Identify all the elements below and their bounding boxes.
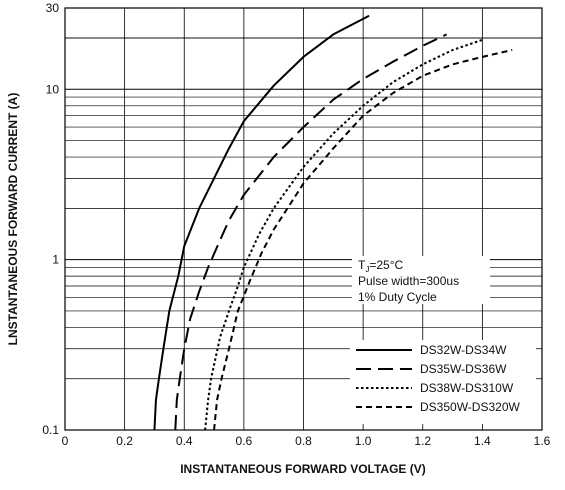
- series-layer: [153, 14, 513, 431]
- y-tick-label: 10: [46, 82, 60, 96]
- y-axis-title: LNSTANTANEOUS FORWARD CURRENT (A): [6, 93, 20, 346]
- legend-label-1: DS32W-DS34W: [420, 343, 507, 357]
- y-tick-label: 1: [52, 253, 59, 267]
- y-tick-label: 0.1: [42, 423, 59, 437]
- series-line-4: [213, 49, 513, 431]
- legend-label-4: DS350W-DS320W: [420, 400, 520, 414]
- conditions-annotation: TJ=25°C Pulse width=300us 1% Duty Cycle: [352, 256, 490, 304]
- legend-label-3: DS38W-DS310W: [420, 381, 514, 395]
- annotation-pulse-width: Pulse width=300us: [358, 274, 459, 288]
- x-tick-label: 0.2: [116, 434, 133, 448]
- x-tick-label: 1.0: [355, 434, 372, 448]
- annotation-tj: TJ=25°C: [358, 258, 403, 274]
- x-tick-label: 0.8: [295, 434, 312, 448]
- legend: DS32W-DS34W DS35W-DS36W DS38W-DS310W DS350W…: [350, 340, 536, 424]
- x-tick-label: 1.2: [414, 434, 431, 448]
- legend-label-2: DS35W-DS36W: [420, 362, 507, 376]
- x-axis-title: INSTANTANEOUS FORWARD VOLTAGE (V): [180, 462, 426, 476]
- x-tick-label: 1.4: [474, 434, 491, 448]
- y-tick-label: 30: [46, 1, 60, 15]
- series-line-1: [153, 14, 370, 431]
- plot-frame: [64, 7, 543, 431]
- legend-background: [350, 340, 536, 424]
- ticks-layer: 0 0.2 0.4 0.6 0.8 1.0 1.2 1.4 1.6 0.1 1 10 30: [42, 1, 550, 448]
- x-tick-label: 0.6: [236, 434, 253, 448]
- x-tick-label: 0.4: [176, 434, 193, 448]
- annotation-duty-cycle: 1% Duty Cycle: [358, 290, 437, 304]
- x-tick-label: 0: [62, 434, 69, 448]
- annotation-background: [352, 256, 490, 304]
- series-line-2: [174, 33, 448, 431]
- x-tick-label: 1.6: [534, 434, 551, 448]
- series-line-3: [204, 38, 483, 431]
